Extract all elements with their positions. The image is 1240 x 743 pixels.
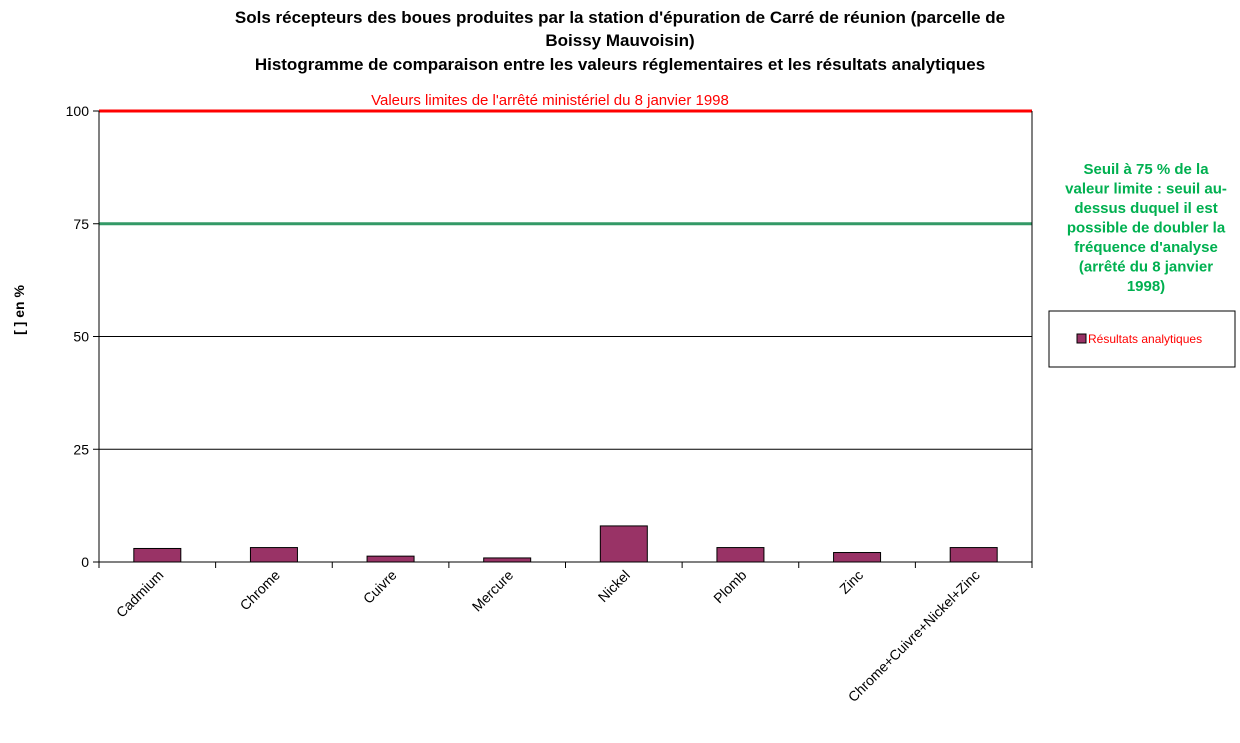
chart-title: Sols récepteurs des boues produites par … [235,8,1005,74]
threshold-label-line: Seuil à 75 % de la [1083,161,1209,178]
x-tick-label: Chrome+Cuivre+Nickel+Zinc [845,567,983,705]
x-tick-label: Mercure [469,567,517,615]
threshold-label: Seuil à 75 % de la valeur limite : seuil … [1065,161,1227,295]
limit-line-label: Valeurs limites de l'arrêté ministériel … [371,92,729,109]
x-tick-label: Plomb [710,567,750,607]
axes [98,111,1033,568]
threshold-label-line: fréquence d'analyse [1074,239,1218,256]
bar-chrome [249,547,298,563]
chart-title-line-3: Histogramme de comparaison entre les val… [255,55,985,74]
bar-cadmium [133,547,182,563]
bar-cuivre [366,555,415,563]
legend-label: Résultats analytiques [1088,332,1202,346]
bar-nickel [599,525,648,563]
x-tick-label: Zinc [836,567,866,597]
legend-swatch [1076,333,1087,344]
bar-mercure [483,557,532,563]
bar-zinc [833,552,882,563]
y-axis-ticks: 0 25 50 75 100 [66,103,99,570]
y-tick-label: 75 [73,216,89,232]
y-tick-label: 0 [81,554,89,570]
bars [133,525,998,563]
x-tick-label: Chrome [237,567,284,614]
y-axis-label: [ ] en % [11,285,27,335]
threshold-label-line: valeur limite : seuil au- [1065,181,1227,198]
threshold-label-line: possible de doubler la [1067,220,1226,237]
bar-chrome-cuivre-nickel-zinc [949,547,998,563]
threshold-label-line: 1998) [1127,278,1165,295]
chart-title-line-2: Boissy Mauvoisin) [545,31,694,50]
x-tick-label: Cadmium [113,567,167,621]
threshold-label-line: (arrêté du 8 janvier [1079,259,1213,276]
y-tick-label: 100 [66,103,90,119]
bar-plomb [716,547,765,563]
reference-lines: Valeurs limites de l'arrêté ministériel … [99,92,1032,226]
legend: Résultats analytiques [1048,310,1236,368]
y-tick-label: 50 [73,329,89,345]
x-axis-labels: Cadmium Chrome Cuivre Mercure Nickel Plomb Zin… [113,567,983,705]
y-tick-label: 25 [73,441,89,457]
x-tick-label: Nickel [595,567,633,605]
x-tick-label: Cuivre [360,567,400,607]
chart-title-line-1: Sols récepteurs des boues produites par … [235,8,1005,27]
grid-lines [99,110,1032,450]
threshold-label-line: dessus duquel il est [1074,200,1217,217]
